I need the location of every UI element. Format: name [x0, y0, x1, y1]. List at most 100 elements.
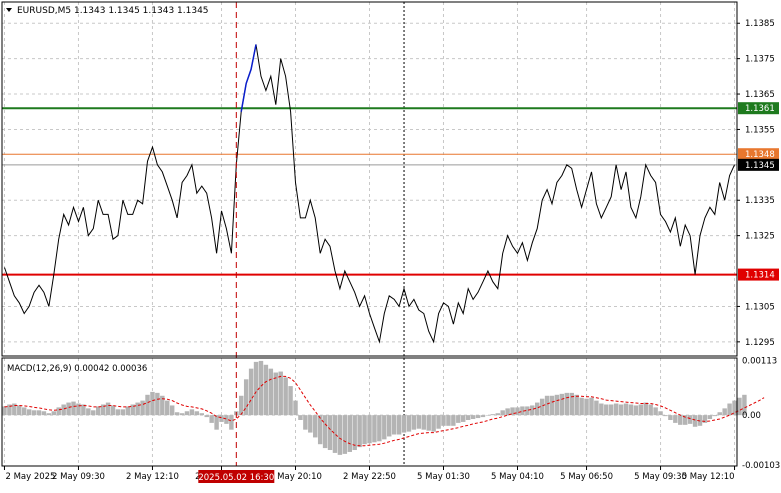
macd-histogram-bar	[258, 360, 264, 416]
macd-histogram-bar	[248, 368, 254, 416]
macd-histogram-bar	[347, 415, 352, 452]
macd-histogram-bar	[81, 404, 86, 416]
macd-histogram-bar	[480, 415, 486, 418]
macd-histogram-bar	[628, 404, 634, 416]
time-tick-label: 5 May 09:30	[634, 472, 687, 482]
macd-histogram-bar	[554, 394, 560, 416]
macd-histogram-bar	[515, 407, 520, 416]
macd-histogram-bar	[155, 392, 160, 416]
macd-histogram-bar	[500, 410, 505, 416]
time-tick-label: 2 May 09:30	[52, 472, 105, 482]
macd-histogram-bar	[722, 408, 727, 416]
macd-histogram-bar	[337, 415, 343, 455]
macd-histogram-bar	[61, 404, 66, 416]
macd-histogram-bar	[194, 411, 200, 416]
macd-histogram-bar	[431, 415, 436, 432]
macd-histogram-bar	[633, 405, 639, 416]
price-level-badge	[738, 102, 779, 115]
macd-histogram-bar	[648, 404, 653, 416]
macd-histogram-bar	[352, 415, 357, 451]
price-tick-label: 1.1295	[745, 338, 775, 348]
crosshair-time-label: 2025.05.02 16:30	[198, 473, 274, 483]
price-axis: 1.1385 1.1375 1.1365 1.1355 1.1335 1.1325 1.13…	[737, 19, 779, 348]
macd-histogram-bar	[179, 413, 185, 416]
macd-histogram-bar	[470, 415, 476, 420]
macd-histogram-bar	[278, 371, 283, 416]
macd-histogram-bar	[273, 372, 278, 416]
macd-histogram-bar	[490, 414, 496, 416]
macd-histogram-bar	[268, 368, 274, 416]
macd-histogram-bar	[411, 415, 417, 430]
macd-histogram-bar	[485, 415, 491, 416]
macd-histogram-bar	[406, 415, 412, 432]
macd-histogram-bar	[125, 406, 131, 416]
macd-histogram-bar	[623, 403, 629, 416]
macd-histogram-bar	[332, 415, 338, 453]
time-tick-label: 5 May 04:10	[491, 472, 544, 482]
price-level-badge-label: 1.1361	[745, 104, 775, 114]
macd-histogram-bar	[510, 407, 515, 416]
macd-histogram-bar	[17, 405, 22, 416]
macd-histogram-bar	[12, 403, 17, 416]
macd-histogram-bar	[653, 407, 658, 416]
macd-histogram-bar	[100, 404, 106, 416]
macd-histogram-bar	[150, 391, 155, 416]
macd-histogram-bar	[362, 415, 367, 445]
macd-histogram-bar	[451, 415, 456, 426]
dropdown-triangle-icon[interactable]	[6, 8, 12, 12]
chart-title-text: EURUSD,M5 1.1343 1.1345 1.1343 1.1345	[17, 6, 209, 16]
macd-histogram-bar	[86, 408, 91, 416]
macd-histogram-bar	[475, 415, 481, 419]
time-tick-label: 5 May 01:30	[417, 472, 470, 482]
time-tick-label: 2 May 22:50	[343, 472, 396, 482]
macd-title: MACD(12,26,9) 0.00042 0.00036	[7, 364, 147, 374]
macd-histogram-bar	[584, 398, 589, 416]
macd-histogram-bar	[174, 412, 180, 416]
macd-histogram-bar	[76, 403, 81, 416]
macd-histogram-bar	[288, 386, 293, 416]
macd-histogram-bar	[687, 415, 693, 424]
macd-histogram-bar	[401, 415, 407, 433]
macd-histogram-bar	[599, 403, 604, 416]
price-tick-label: 1.1355	[745, 125, 775, 135]
macd-histogram-bar	[36, 410, 42, 416]
macd-histogram-bar	[742, 394, 747, 416]
macd-histogram-bar	[184, 411, 190, 416]
macd-histogram-bar	[678, 415, 683, 425]
macd-histogram-bar	[56, 407, 61, 416]
macd-histogram-bar	[313, 415, 318, 438]
macd-histogram-bar	[396, 415, 402, 435]
time-tick-label: 2 May 20:10	[269, 472, 322, 482]
macd-histogram-bar	[243, 379, 249, 416]
grid	[2, 2, 737, 466]
macd-histogram-bar	[322, 415, 328, 449]
macd-histogram-bar	[391, 415, 397, 435]
price-line	[4, 44, 735, 344]
macd-histogram-bar	[342, 415, 348, 454]
macd-histogram-bar	[239, 395, 244, 416]
macd-histogram-bar	[283, 377, 288, 416]
macd-histogram-bar	[66, 402, 71, 416]
macd-histogram-bar	[613, 403, 619, 416]
macd-histogram-bar	[2, 406, 7, 416]
macd-histogram-bar	[229, 415, 234, 430]
macd-histogram-bar	[520, 406, 525, 416]
macd-histogram-bar	[663, 415, 668, 417]
macd-histogram-bar	[539, 398, 545, 416]
macd-histogram-bar	[224, 415, 229, 424]
macd-histogram-bar	[298, 415, 303, 420]
macd-histogram-bar	[416, 415, 422, 429]
macd-histogram-bar	[692, 415, 698, 427]
macd-histogram-bar	[643, 402, 648, 416]
price-tick-label: 1.1325	[745, 232, 775, 242]
macd-histogram-bar	[436, 415, 441, 429]
macd-histogram-bar	[732, 400, 737, 416]
macd-histogram-bar	[604, 404, 609, 416]
macd-histogram-bar	[717, 412, 722, 416]
macd-histogram-bar	[308, 415, 313, 433]
macd-histogram-bar	[209, 415, 214, 423]
macd-histogram-bar	[110, 405, 116, 416]
macd-histogram-bar	[263, 364, 269, 416]
